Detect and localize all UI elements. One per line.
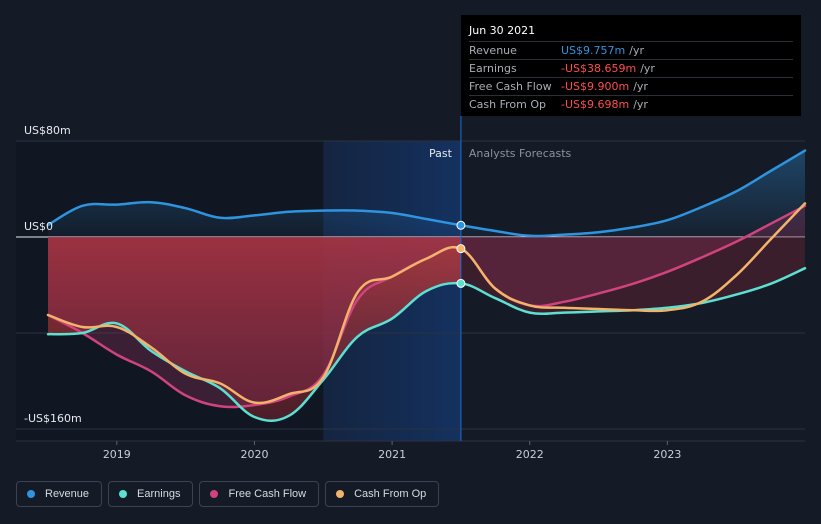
revenue-dot-icon [27,490,35,498]
legend-item-cash-from-op[interactable]: Cash From Op [325,481,440,507]
legend-label: Earnings [137,488,181,500]
cfo-line [46,202,807,405]
legend-label: Revenue [45,488,90,500]
x-tick-label: 2020 [240,448,268,461]
past-label: Past [429,147,453,160]
x-tick-label: 2021 [378,448,406,461]
tooltip-value: US$9.757m [561,44,626,57]
legend-label: Free Cash Flow [228,488,307,500]
tooltip-value: -US$38.659m [561,62,637,75]
x-tick-label: 2022 [516,448,544,461]
earnings-area-past [48,237,461,421]
revenue-line [46,149,807,238]
y-tick-label: -US$160m [24,412,82,425]
tooltip-label: Revenue [469,44,517,57]
revenue-hover-marker [456,220,466,230]
x-tick-labels: 2019 2020 2021 2022 2023 [103,441,681,461]
cash-from-op-dot-icon [336,490,345,498]
cfo-hover-marker [456,244,466,254]
tooltip-label: Free Cash Flow [469,80,552,93]
series-lines [46,149,807,423]
free-cash-flow-dot-icon [210,490,219,498]
tooltip-value: -US$9.900m [561,80,630,93]
x-tick-label: 2023 [653,448,681,461]
tooltip-row-revenue: Revenue US$9.757m /yr [469,41,793,59]
hover-markers [456,220,466,288]
tooltip-row-earnings: Earnings -US$38.659m /yr [469,59,793,77]
legend-item-free-cash-flow[interactable]: Free Cash Flow [199,481,320,507]
tooltip-label: Cash From Op [469,98,547,111]
y-tick-label: US$0 [24,220,53,233]
legend-item-earnings[interactable]: Earnings [108,481,194,507]
earnings-hover-marker [456,278,466,288]
y-tick-label: US$80m [24,124,71,137]
tooltip-label: Earnings [469,62,517,75]
legend: Revenue Earnings Free Cash Flow Cash Fro… [16,481,440,509]
x-tick-label: 2019 [103,448,131,461]
tooltip-date: Jun 30 2021 [469,24,536,37]
legend-item-revenue[interactable]: Revenue [16,481,103,507]
earnings-dot-icon [119,490,128,498]
tooltip-unit: /yr [629,44,644,57]
tooltip-value: -US$9.698m [561,98,630,111]
tooltip-unit: /yr [633,98,648,111]
tooltip-unit: /yr [640,62,655,75]
forecast-label: Analysts Forecasts [469,147,572,160]
tooltip-row-cash-from-op: Cash From Op -US$9.698m /yr [469,95,793,113]
fcf-area [48,205,805,408]
tooltip-unit: /yr [633,80,648,93]
earnings-area-forecast [460,237,805,314]
y-tick-labels: US$80m US$0 -US$160m [24,124,82,425]
legend-label: Cash From Op [354,488,427,500]
tooltip-row-free-cash-flow: Free Cash Flow -US$9.900m /yr [469,77,793,95]
tooltip: Jun 30 2021 Revenue US$9.757m /yr Earnin… [461,15,801,116]
